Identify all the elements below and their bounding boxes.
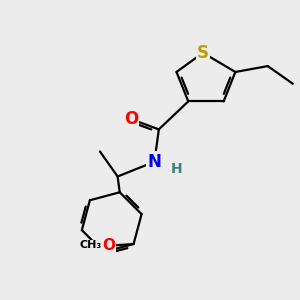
Text: S: S (197, 44, 209, 62)
Text: CH₃: CH₃ (80, 241, 102, 250)
Text: H: H (171, 162, 182, 176)
Text: O: O (124, 110, 138, 128)
Text: N: N (148, 153, 161, 171)
Text: O: O (102, 238, 115, 253)
